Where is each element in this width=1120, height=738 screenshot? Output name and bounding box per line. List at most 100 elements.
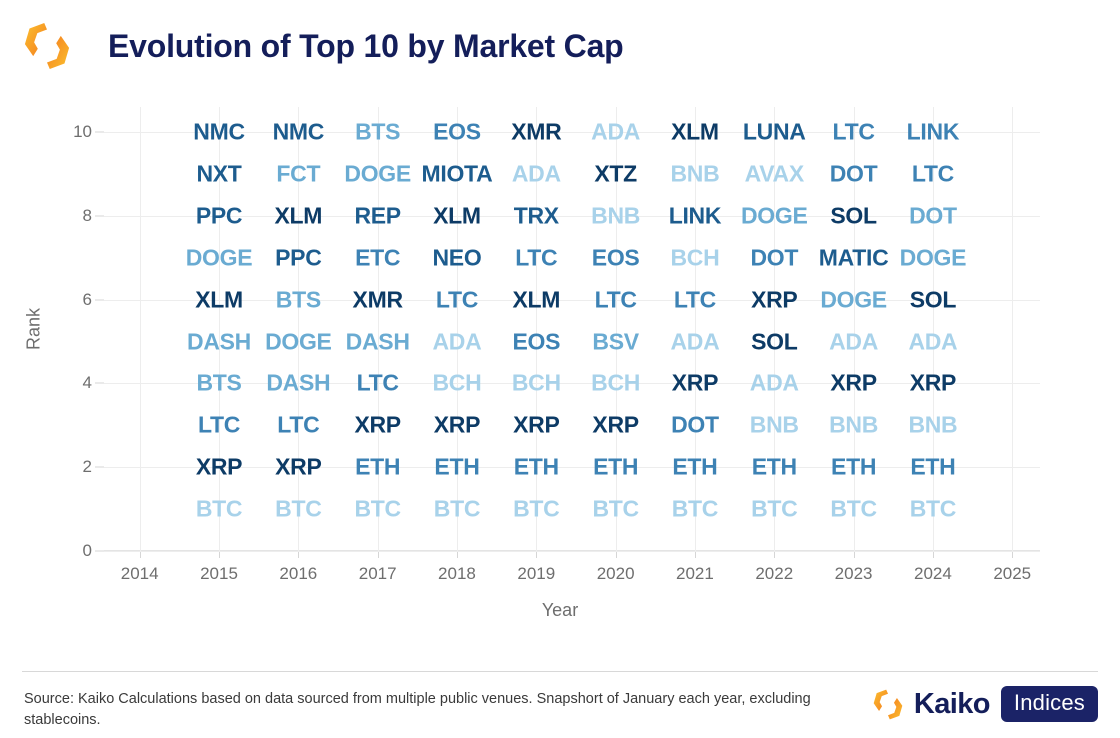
token-cell: BTS xyxy=(196,369,242,396)
x-tick-mark xyxy=(774,551,776,558)
token-cell: BTC xyxy=(513,495,560,522)
token-cell: XRP xyxy=(433,411,481,438)
x-gridline xyxy=(774,107,776,551)
token-cell: XLM xyxy=(512,286,561,313)
y-tick-label: 2 xyxy=(82,457,92,477)
x-tick-label: 2020 xyxy=(596,564,635,583)
token-cell: NMC xyxy=(272,118,325,145)
token-cell: BSV xyxy=(592,328,639,355)
token-cell: LTC xyxy=(515,244,558,271)
x-tick-mark xyxy=(536,551,538,558)
token-cell: LTC xyxy=(356,369,399,396)
x-tick-label: 2014 xyxy=(120,564,159,583)
token-cell: SOL xyxy=(830,202,877,229)
token-cell: XLM xyxy=(274,202,323,229)
token-cell: DOGE xyxy=(899,244,967,271)
y-tick-label: 4 xyxy=(82,373,92,393)
y-gridline xyxy=(104,215,1040,217)
token-cell: EOS xyxy=(512,328,561,355)
token-cell: FCT xyxy=(276,160,321,187)
token-cell: BCH xyxy=(432,369,482,396)
token-cell: LTC xyxy=(911,160,954,187)
token-cell: LTC xyxy=(435,286,479,313)
footer-divider xyxy=(22,671,1098,672)
kaiko-indices-logo: Kaiko Indices xyxy=(873,685,1098,723)
token-cell: NXT xyxy=(196,160,242,187)
token-cell: ETH xyxy=(513,453,559,480)
page-header: Evolution of Top 10 by Market Cap xyxy=(0,0,1120,92)
token-cell: DOGE xyxy=(741,202,808,229)
token-cell: XMR xyxy=(511,118,562,145)
x-gridline xyxy=(536,107,538,551)
token-cell: BNB xyxy=(670,160,720,187)
x-tick-label: 2022 xyxy=(755,564,794,583)
token-cell: ETH xyxy=(831,453,877,480)
token-cell: BTC xyxy=(909,495,957,522)
x-tick-mark xyxy=(377,551,379,558)
token-cell: BNB xyxy=(749,411,799,438)
x-gridline xyxy=(932,107,934,551)
token-cell: LTC xyxy=(673,286,716,313)
x-tick-label: 2017 xyxy=(358,564,397,583)
token-cell: AVAX xyxy=(744,160,805,187)
token-cell: ETH xyxy=(434,453,480,480)
y-tick-label: 10 xyxy=(73,122,92,142)
token-cell: XLM xyxy=(671,118,719,145)
y-tick-mark xyxy=(95,550,104,552)
x-tick-mark xyxy=(1012,551,1014,558)
token-cell: XMR xyxy=(352,286,404,313)
y-tick-mark xyxy=(95,215,104,217)
token-cell: ETH xyxy=(751,453,797,480)
token-cell: MATIC xyxy=(818,244,889,271)
y-tick-mark xyxy=(95,382,104,384)
x-gridline xyxy=(219,107,221,551)
x-tick-label: 2016 xyxy=(279,564,318,583)
y-gridline xyxy=(104,132,1040,134)
token-cell: LTC xyxy=(277,411,320,438)
token-cell: BTS xyxy=(355,118,401,145)
x-gridline xyxy=(1012,107,1014,551)
token-cell: ETH xyxy=(355,453,401,480)
x-tick-mark xyxy=(853,551,855,558)
token-cell: BCH xyxy=(670,244,720,271)
x-tick-label: 2024 xyxy=(913,564,952,583)
x-tick-label: 2018 xyxy=(438,564,476,583)
y-gridline xyxy=(104,551,1040,552)
x-tick-mark xyxy=(139,551,141,558)
token-cell: XRP xyxy=(909,369,957,396)
token-cell: XLM xyxy=(195,286,243,313)
token-cell: DASH xyxy=(266,369,331,396)
token-cell: PPC xyxy=(195,202,243,229)
token-cell: ADA xyxy=(591,118,641,145)
y-axis-label: Rank xyxy=(23,307,44,351)
token-cell: LTC xyxy=(594,286,637,313)
token-cell: ADA xyxy=(908,328,958,355)
token-cell: BCH xyxy=(591,369,641,396)
token-cell: XRP xyxy=(513,411,560,438)
x-tick-mark xyxy=(298,551,300,558)
token-cell: DOGE xyxy=(185,244,253,271)
token-cell: BTC xyxy=(751,495,798,522)
token-cell: ETH xyxy=(672,453,718,480)
x-gridline xyxy=(694,107,696,551)
token-cell: ADA xyxy=(432,328,482,355)
x-gridline xyxy=(456,107,458,551)
x-tick-mark xyxy=(615,551,617,558)
x-gridline xyxy=(615,107,617,551)
token-cell: BTS xyxy=(275,286,321,313)
x-tick-mark xyxy=(456,551,458,558)
y-gridline xyxy=(104,299,1040,301)
token-cell: ADA xyxy=(829,328,879,355)
token-cell: DOT xyxy=(671,411,719,438)
token-cell: DOT xyxy=(750,244,799,271)
token-cell: XRP xyxy=(275,453,322,480)
token-cell: REP xyxy=(354,202,401,229)
token-cell: TRX xyxy=(513,202,559,229)
token-cell: LUNA xyxy=(742,118,806,145)
x-gridline xyxy=(298,107,300,551)
token-cell: LINK xyxy=(906,118,960,145)
token-cell: PPC xyxy=(275,244,322,271)
token-cell: XLM xyxy=(433,202,481,229)
token-cell: SOL xyxy=(909,286,957,313)
token-cell: XRP xyxy=(751,286,798,313)
